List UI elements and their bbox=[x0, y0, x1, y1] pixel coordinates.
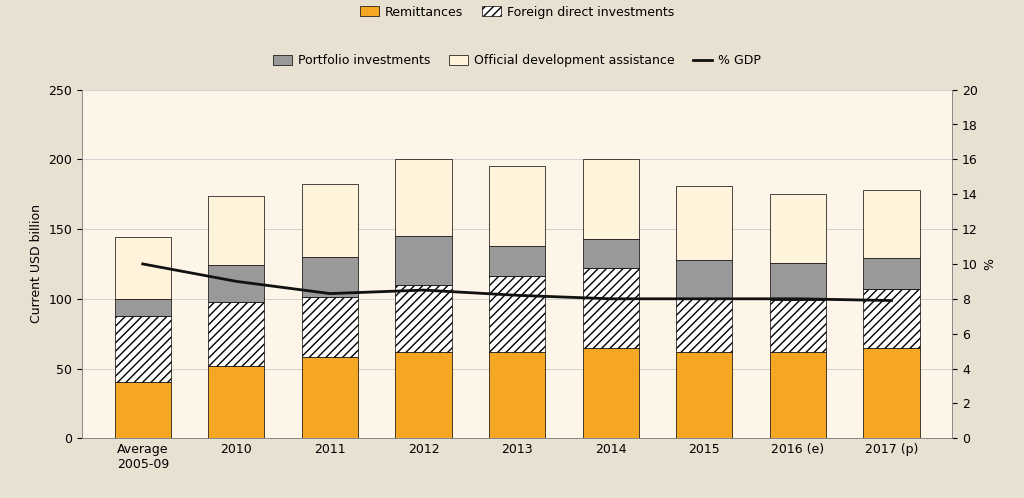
Bar bbox=[583, 239, 639, 268]
Bar bbox=[115, 299, 171, 316]
Bar bbox=[115, 238, 171, 299]
Bar bbox=[208, 265, 264, 302]
Bar bbox=[770, 262, 826, 300]
Bar bbox=[863, 258, 920, 289]
Bar bbox=[208, 302, 264, 366]
Bar bbox=[770, 194, 826, 262]
Bar bbox=[770, 352, 826, 438]
Bar bbox=[863, 289, 920, 348]
Bar bbox=[208, 196, 264, 265]
Y-axis label: Current USD billion: Current USD billion bbox=[30, 205, 43, 323]
Bar bbox=[302, 257, 358, 297]
Bar bbox=[583, 348, 639, 438]
Bar bbox=[115, 382, 171, 438]
Bar bbox=[676, 352, 732, 438]
Bar bbox=[583, 268, 639, 348]
Bar bbox=[676, 260, 732, 299]
Bar bbox=[395, 236, 452, 285]
Bar bbox=[208, 366, 264, 438]
Bar bbox=[395, 352, 452, 438]
Bar bbox=[863, 348, 920, 438]
Bar bbox=[770, 300, 826, 352]
Bar bbox=[302, 184, 358, 257]
Bar bbox=[489, 246, 545, 276]
Bar bbox=[395, 285, 452, 352]
Bar bbox=[302, 297, 358, 358]
Y-axis label: %: % bbox=[983, 258, 996, 270]
Bar bbox=[489, 276, 545, 352]
Bar bbox=[863, 190, 920, 258]
Legend: Portfolio investments, Official development assistance, % GDP: Portfolio investments, Official developm… bbox=[269, 51, 765, 71]
Bar bbox=[583, 159, 639, 239]
Bar bbox=[302, 358, 358, 438]
Bar bbox=[489, 352, 545, 438]
Bar bbox=[115, 316, 171, 382]
Bar bbox=[395, 159, 452, 236]
Bar bbox=[489, 166, 545, 246]
Bar bbox=[676, 299, 732, 352]
Bar bbox=[676, 186, 732, 260]
